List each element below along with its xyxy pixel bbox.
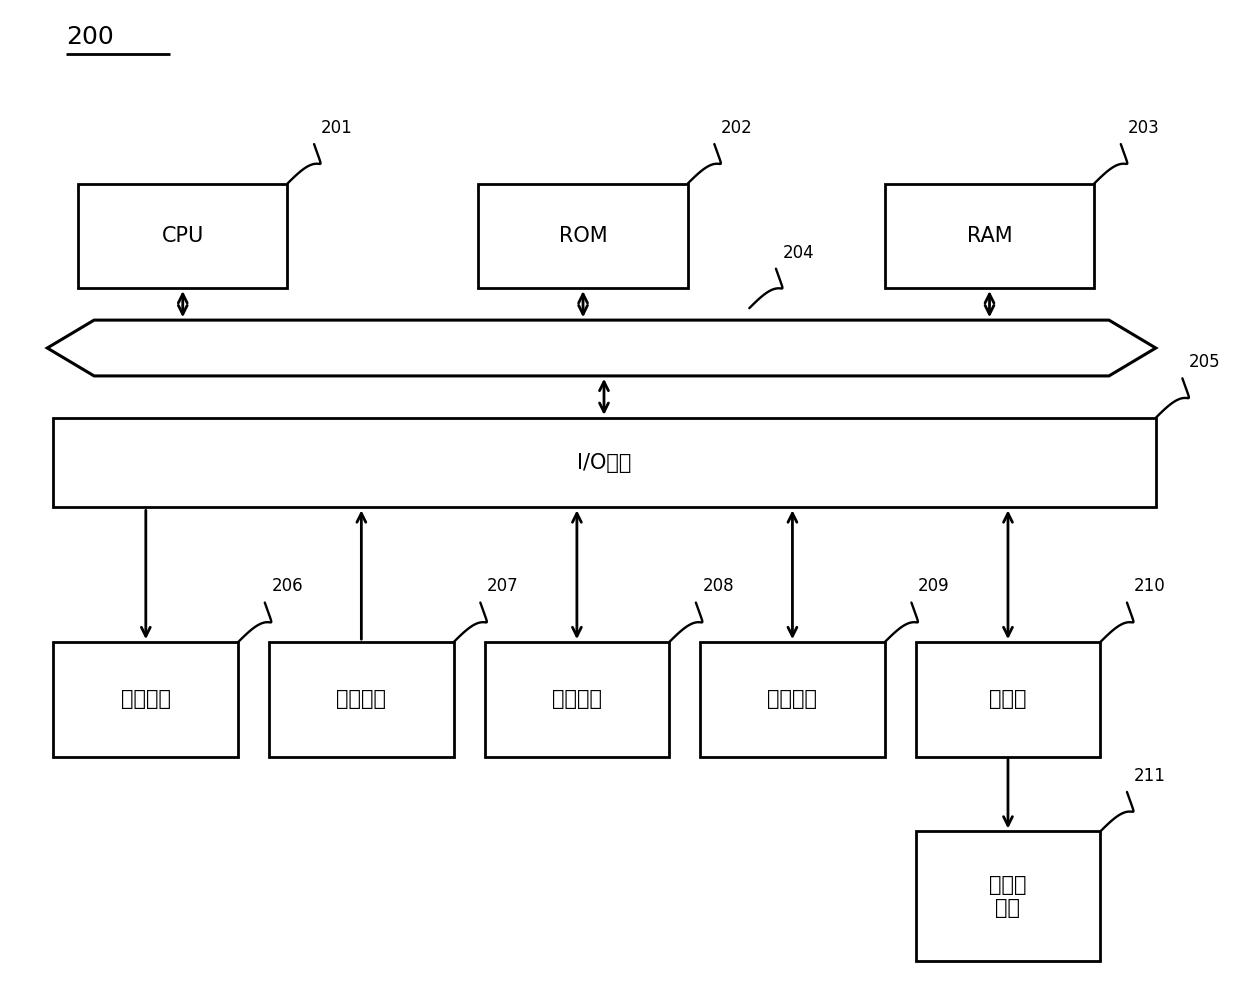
Text: 211: 211	[1133, 767, 1166, 785]
Bar	[479, 184, 688, 288]
Bar	[269, 642, 454, 757]
Text: 200: 200	[66, 25, 114, 49]
Bar	[78, 184, 288, 288]
Text: 209: 209	[918, 578, 950, 595]
Text: ROM: ROM	[559, 226, 608, 246]
Text: 204: 204	[782, 243, 815, 261]
Bar	[53, 418, 1156, 508]
Text: 205: 205	[1189, 353, 1220, 371]
Bar	[915, 642, 1100, 757]
Text: 210: 210	[1133, 578, 1166, 595]
Text: 206: 206	[272, 578, 303, 595]
Bar	[885, 184, 1094, 288]
Text: 输出部分: 输出部分	[336, 689, 387, 710]
Polygon shape	[47, 321, 1156, 376]
Bar	[53, 642, 238, 757]
Text: I/O接口: I/O接口	[578, 452, 632, 472]
Text: 208: 208	[703, 578, 734, 595]
Text: 输入部分: 输入部分	[120, 689, 171, 710]
Text: 储存部分: 储存部分	[552, 689, 601, 710]
Text: 可拆卸
介质: 可拆卸 介质	[990, 874, 1027, 918]
Text: 201: 201	[321, 119, 352, 137]
Text: 202: 202	[720, 119, 753, 137]
Text: 203: 203	[1127, 119, 1159, 137]
Bar	[915, 831, 1100, 961]
Text: 207: 207	[487, 578, 518, 595]
Bar	[485, 642, 670, 757]
Text: CPU: CPU	[161, 226, 203, 246]
Text: 通信部分: 通信部分	[768, 689, 817, 710]
Bar	[701, 642, 885, 757]
Text: RAM: RAM	[967, 226, 1012, 246]
Text: 驱动器: 驱动器	[990, 689, 1027, 710]
